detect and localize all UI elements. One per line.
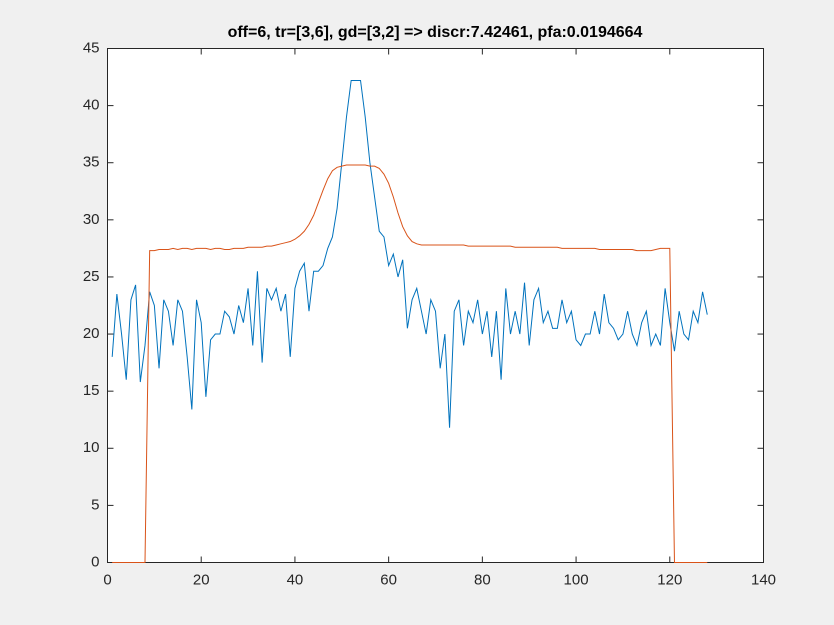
y-tick-label: 40	[83, 97, 100, 114]
x-tick-label: 20	[193, 571, 210, 588]
plot-area	[107, 48, 764, 563]
x-tick-label: 40	[287, 571, 304, 588]
y-tick-label: 25	[83, 268, 100, 285]
y-tick-label: 20	[83, 325, 100, 342]
x-tick-label: 0	[103, 571, 111, 588]
chart-title: off=6, tr=[3,6], gd=[3,2] => discr:7.424…	[228, 24, 643, 41]
data-line	[111, 79, 708, 428]
x-tick-label: 120	[657, 571, 682, 588]
x-tick-label: 100	[564, 571, 589, 588]
y-tick-label: 35	[83, 154, 100, 171]
y-tick-label: 45	[83, 39, 100, 56]
y-tick-label: 0	[91, 553, 99, 570]
data-line	[112, 164, 708, 563]
x-tick-label: 80	[474, 571, 491, 588]
y-tick-label: 10	[83, 439, 100, 456]
y-tick-label: 5	[91, 496, 99, 513]
y-tick-label: 15	[83, 382, 100, 399]
x-tick-label: 140	[751, 571, 776, 588]
x-tick-label: 60	[380, 571, 397, 588]
y-tick-label: 30	[83, 211, 100, 228]
